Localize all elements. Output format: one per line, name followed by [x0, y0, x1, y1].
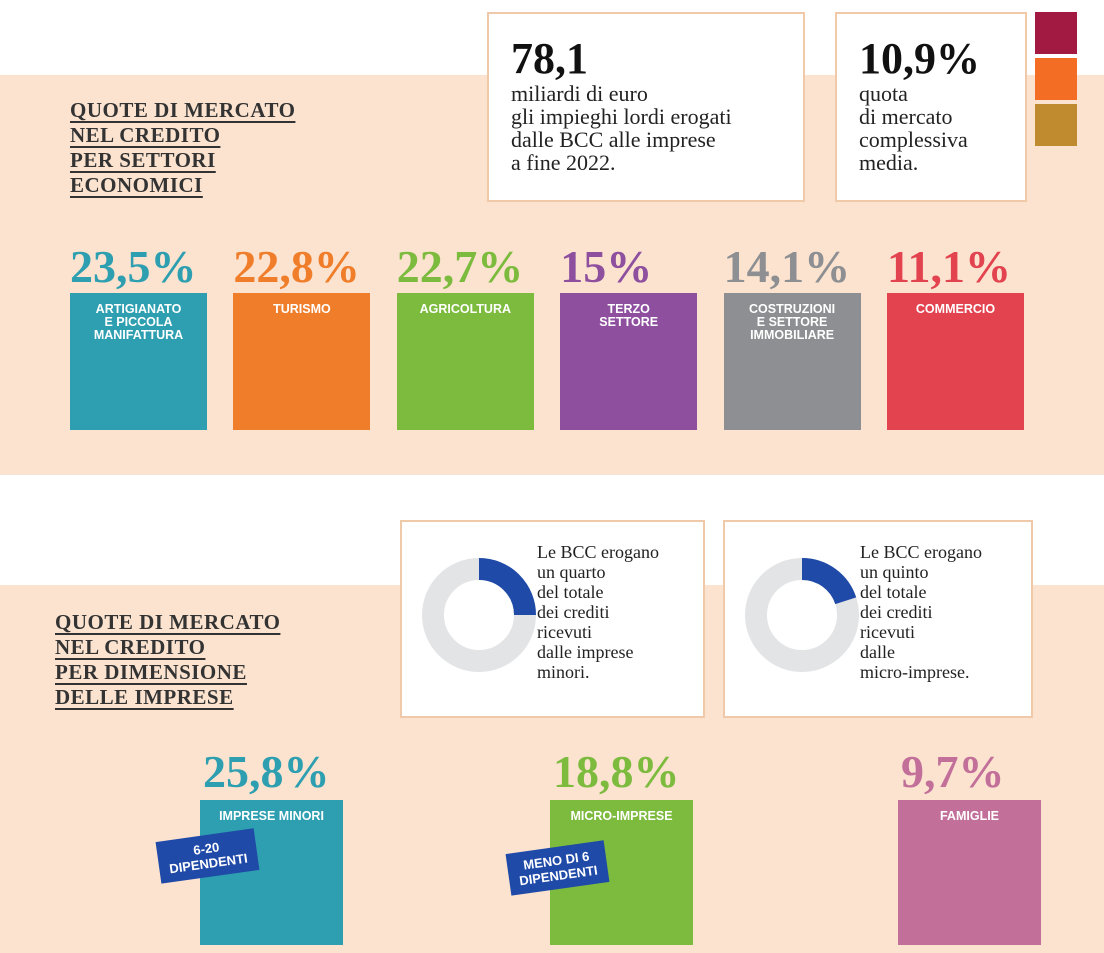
donut-line: dei crediti	[537, 602, 659, 622]
label-line: COMMERCIO	[887, 303, 1024, 316]
stat-value: 10,9%	[859, 36, 1025, 82]
title-line: NEL CREDITO	[55, 635, 280, 660]
donut	[414, 550, 544, 680]
sdg-icon	[1035, 104, 1077, 146]
donut-line: ricevuti	[537, 622, 659, 642]
donut-line: dalle	[860, 642, 982, 662]
donut-line: dalle imprese	[537, 642, 659, 662]
sector-percent: 23,5%	[70, 243, 220, 291]
group-label: MICRO-IMPRESE	[550, 800, 693, 823]
sector-percent: 11,1%	[887, 243, 1037, 291]
sector-box: TURISMO	[233, 293, 370, 430]
group-box: FAMIGLIE	[898, 800, 1041, 945]
title-line: DELLE IMPRESE	[55, 685, 280, 710]
sector-percent: 15%	[560, 243, 710, 291]
donut-line: un quinto	[860, 562, 982, 582]
label-line: MANIFATTURA	[70, 329, 207, 342]
donut-line: ricevuti	[860, 622, 982, 642]
group-label: FAMIGLIE	[898, 800, 1041, 823]
donut-line: del totale	[860, 582, 982, 602]
stat-line: dalle BCC alle imprese	[511, 128, 803, 151]
stat-line: media.	[859, 151, 1025, 174]
stat-line: complessiva	[859, 128, 1025, 151]
donut-line: dei crediti	[860, 602, 982, 622]
donut	[737, 550, 867, 680]
donut-line: del totale	[537, 582, 659, 602]
donut-line: un quarto	[537, 562, 659, 582]
stat-line: miliardi di euro	[511, 82, 803, 105]
sdg-icon	[1035, 58, 1077, 100]
donut-arc	[802, 569, 846, 601]
sector-percent: 22,7%	[397, 243, 547, 291]
title-line: NEL CREDITO	[70, 123, 295, 148]
title-line: PER SETTORI	[70, 148, 295, 173]
donut-line: Le BCC erogano	[860, 542, 982, 562]
page: QUOTE DI MERCATONEL CREDITOPER SETTORIEC…	[0, 0, 1104, 953]
sector-label: COMMERCIO	[887, 293, 1024, 316]
title-line: ECONOMICI	[70, 173, 295, 198]
sdg-icon	[1035, 12, 1077, 54]
donut-arc	[479, 569, 525, 615]
label-line: TURISMO	[233, 303, 370, 316]
sector-label: TURISMO	[233, 293, 370, 316]
sector-box: AGRICOLTURA	[397, 293, 534, 430]
donut-line: Le BCC erogano	[537, 542, 659, 562]
group-label: IMPRESE MINORI	[200, 800, 343, 823]
title-line: PER DIMENSIONE	[55, 660, 280, 685]
title-line: QUOTE DI MERCATO	[55, 610, 280, 635]
stat-line: gli impieghi lordi erogati	[511, 105, 803, 128]
label-line: SETTORE	[560, 316, 697, 329]
sector-percent: 22,8%	[233, 243, 383, 291]
sector-box: COMMERCIO	[887, 293, 1024, 430]
label-line: IMMOBILIARE	[724, 329, 861, 342]
donut-line: minori.	[537, 662, 659, 682]
donut-line: micro-imprese.	[860, 662, 982, 682]
label-line: AGRICOLTURA	[397, 303, 534, 316]
group-percent: 18,8%	[553, 748, 698, 796]
stat-line: di mercato	[859, 105, 1025, 128]
stat-line: quota	[859, 82, 1025, 105]
stat-value: 78,1	[511, 36, 803, 82]
group-percent: 9,7%	[901, 748, 1046, 796]
sector-percent: 14,1%	[724, 243, 874, 291]
sector-label: AGRICOLTURA	[397, 293, 534, 316]
title-line: QUOTE DI MERCATO	[70, 98, 295, 123]
stat-line: a fine 2022.	[511, 151, 803, 174]
group-percent: 25,8%	[203, 748, 348, 796]
